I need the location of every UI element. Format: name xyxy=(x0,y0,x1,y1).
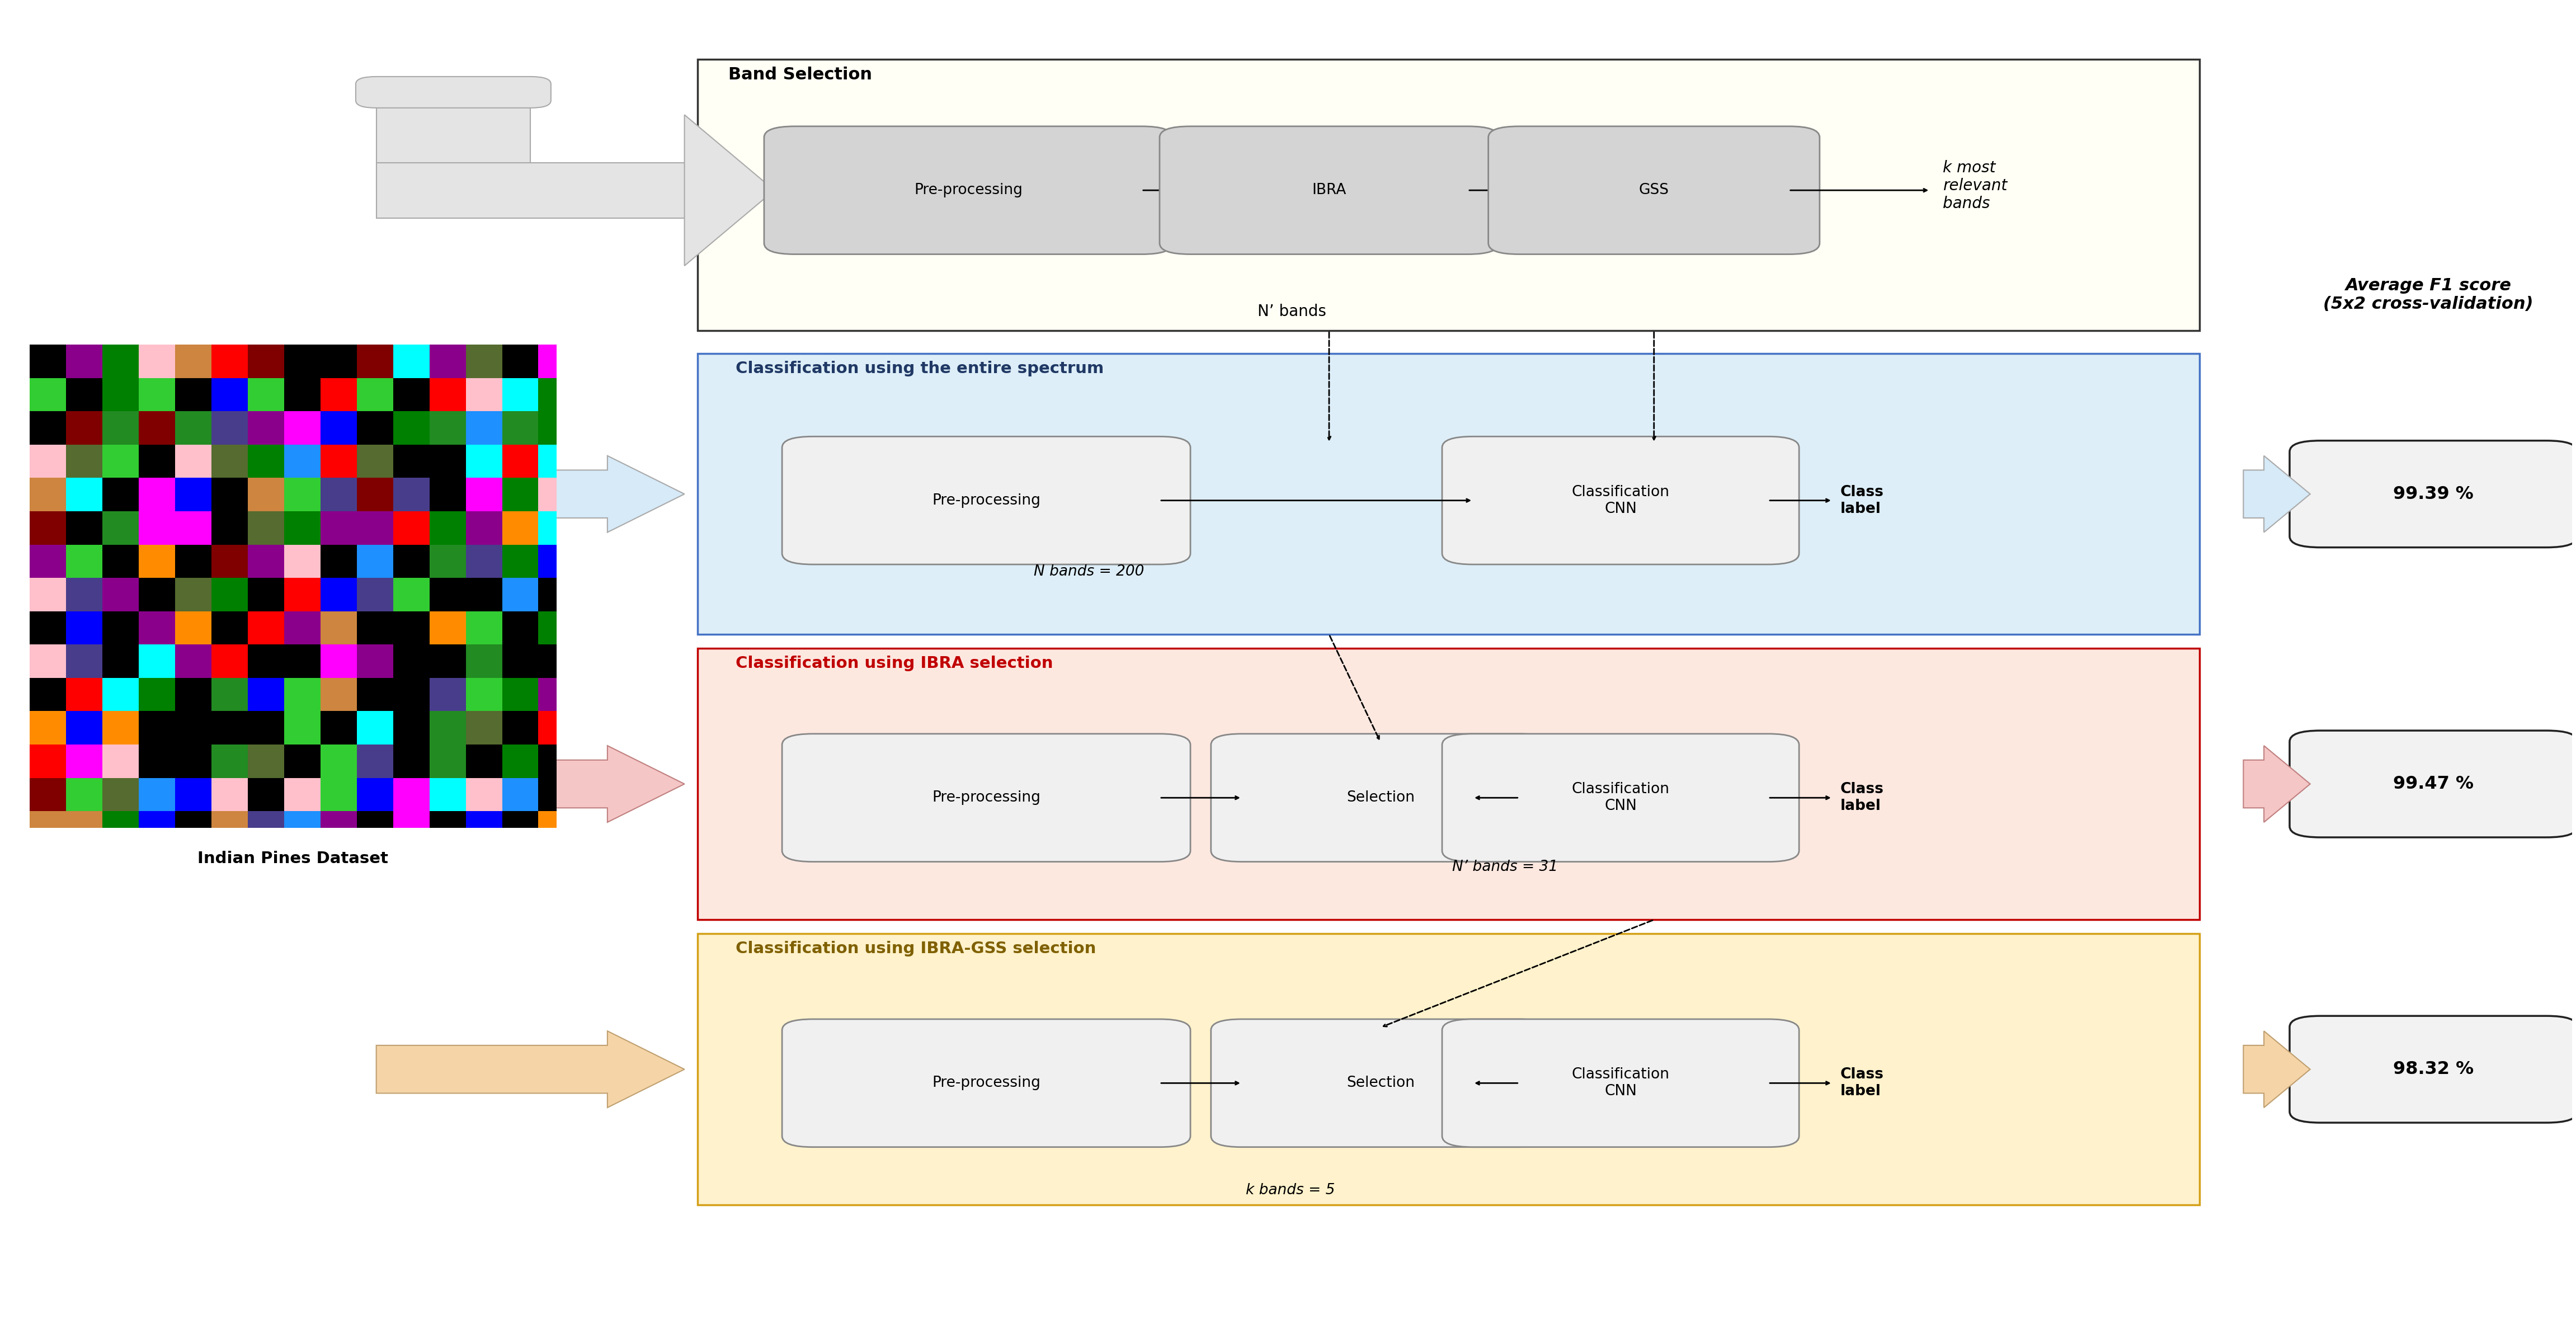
Text: 99.39 %: 99.39 % xyxy=(2393,486,2473,503)
Text: 99.47 %: 99.47 % xyxy=(2393,776,2473,793)
Text: Classification using IBRA-GSS selection: Classification using IBRA-GSS selection xyxy=(737,941,1097,956)
Text: Band Selection: Band Selection xyxy=(729,66,871,82)
FancyBboxPatch shape xyxy=(1489,126,1819,254)
Text: Class
label: Class label xyxy=(1839,1067,1883,1099)
Bar xyxy=(698,354,2200,634)
FancyArrow shape xyxy=(2244,455,2311,532)
Text: Pre-processing: Pre-processing xyxy=(933,1076,1041,1091)
Text: IBRA: IBRA xyxy=(1311,183,1347,197)
FancyBboxPatch shape xyxy=(783,437,1190,564)
Text: k bands = 5: k bands = 5 xyxy=(1247,1184,1334,1198)
Text: Pre-processing: Pre-processing xyxy=(933,790,1041,805)
FancyArrow shape xyxy=(376,1031,685,1108)
Text: Classification using IBRA selection: Classification using IBRA selection xyxy=(737,655,1054,671)
FancyBboxPatch shape xyxy=(2290,441,2576,547)
FancyBboxPatch shape xyxy=(1159,126,1499,254)
Bar xyxy=(376,163,685,218)
Bar xyxy=(698,649,2200,920)
FancyBboxPatch shape xyxy=(1443,733,1798,862)
Text: Selection: Selection xyxy=(1347,1076,1414,1091)
FancyBboxPatch shape xyxy=(1211,733,1551,862)
Bar xyxy=(376,91,531,191)
Text: Classification
CNN: Classification CNN xyxy=(1571,485,1669,516)
Text: Pre-processing: Pre-processing xyxy=(914,183,1023,197)
Polygon shape xyxy=(685,115,775,266)
FancyBboxPatch shape xyxy=(355,77,551,107)
Text: N’ bands = 31: N’ bands = 31 xyxy=(1453,859,1558,874)
FancyArrow shape xyxy=(2244,745,2311,822)
FancyBboxPatch shape xyxy=(1443,1019,1798,1147)
FancyBboxPatch shape xyxy=(765,126,1172,254)
FancyArrow shape xyxy=(376,455,685,532)
FancyBboxPatch shape xyxy=(1211,1019,1551,1147)
FancyBboxPatch shape xyxy=(2290,731,2576,837)
Bar xyxy=(698,60,2200,331)
FancyBboxPatch shape xyxy=(2290,1016,2576,1123)
Bar xyxy=(698,933,2200,1205)
Text: 98.32 %: 98.32 % xyxy=(2393,1061,2473,1078)
FancyBboxPatch shape xyxy=(783,1019,1190,1147)
FancyArrow shape xyxy=(2244,1031,2311,1108)
FancyBboxPatch shape xyxy=(783,733,1190,862)
Text: N’ bands: N’ bands xyxy=(1257,305,1327,319)
Text: Class
label: Class label xyxy=(1839,782,1883,813)
Text: Classification
CNN: Classification CNN xyxy=(1571,782,1669,813)
Text: Selection: Selection xyxy=(1347,790,1414,805)
FancyArrow shape xyxy=(376,745,685,822)
Text: Pre-processing: Pre-processing xyxy=(933,494,1041,507)
Text: k most
relevant
bands: k most relevant bands xyxy=(1942,160,2007,212)
Text: Classification
CNN: Classification CNN xyxy=(1571,1067,1669,1099)
FancyBboxPatch shape xyxy=(1443,437,1798,564)
Text: Indian Pines Dataset: Indian Pines Dataset xyxy=(198,851,389,866)
Text: Classification using the entire spectrum: Classification using the entire spectrum xyxy=(737,361,1105,376)
Text: Average F1 score
(5x2 cross-validation): Average F1 score (5x2 cross-validation) xyxy=(2324,277,2532,312)
Text: GSS: GSS xyxy=(1638,183,1669,197)
Text: N bands = 200: N bands = 200 xyxy=(1033,564,1144,579)
Text: Class
label: Class label xyxy=(1839,485,1883,516)
